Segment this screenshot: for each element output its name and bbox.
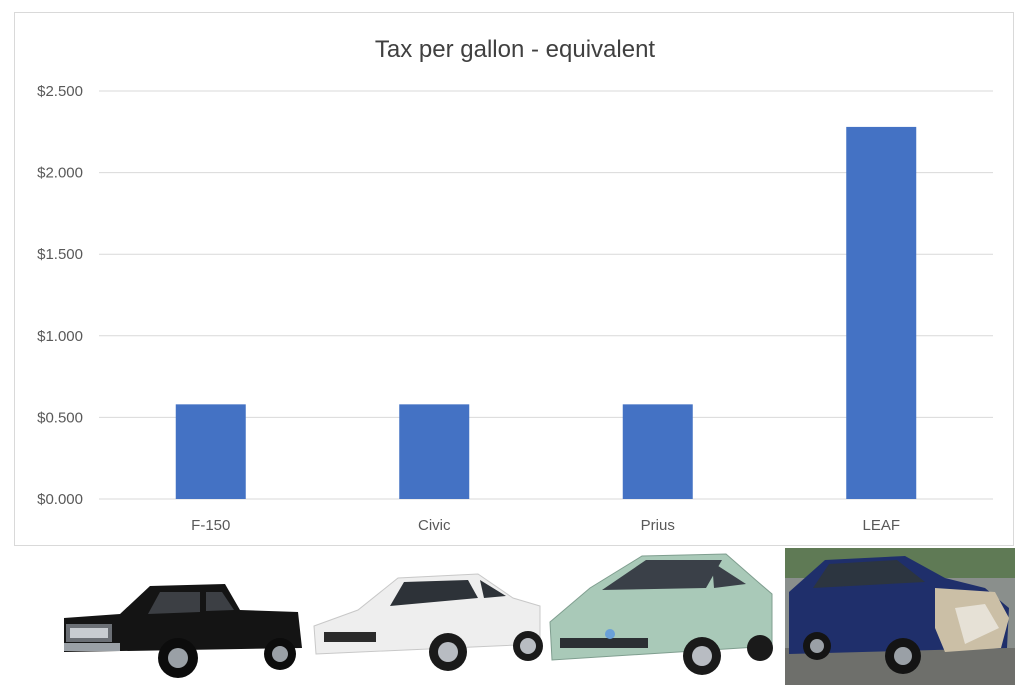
x-tick-label: LEAF [862,517,900,534]
bars [175,126,917,500]
x-tick-label: Civic [418,517,451,534]
damaged-blue-ev-photo [785,548,1015,685]
y-tick-label: $0.000 [37,491,83,508]
y-tick-label: $0.500 [37,409,83,426]
bar-f-150 [175,404,246,499]
pickup-truck-photo [50,548,308,685]
bar-civic [399,404,470,499]
white-sedan-photo [308,548,546,685]
bar-prius [622,404,693,499]
bar-leaf [846,126,917,500]
y-tick-label: $1.000 [37,328,83,345]
bar-chart: Tax per gallon - equivalent $0.000 $0.500… [37,36,993,534]
y-tick-label: $1.500 [37,246,83,263]
y-tick-label: $2.500 [37,83,83,100]
gridlines [99,90,993,500]
y-tick-label: $2.000 [37,165,83,182]
y-axis-ticks: $0.000 $0.500 $1.000 $1.500 $2.000 $2.500 [37,83,83,508]
x-tick-label: F-150 [191,517,230,534]
x-axis-ticks: F-150 Civic Prius LEAF [191,517,900,534]
chart-frame: Tax per gallon - equivalent $0.000 $0.500… [14,12,1014,546]
green-hybrid-photo [546,548,776,685]
chart-title: Tax per gallon - equivalent [375,36,656,63]
x-tick-label: Prius [641,517,675,534]
